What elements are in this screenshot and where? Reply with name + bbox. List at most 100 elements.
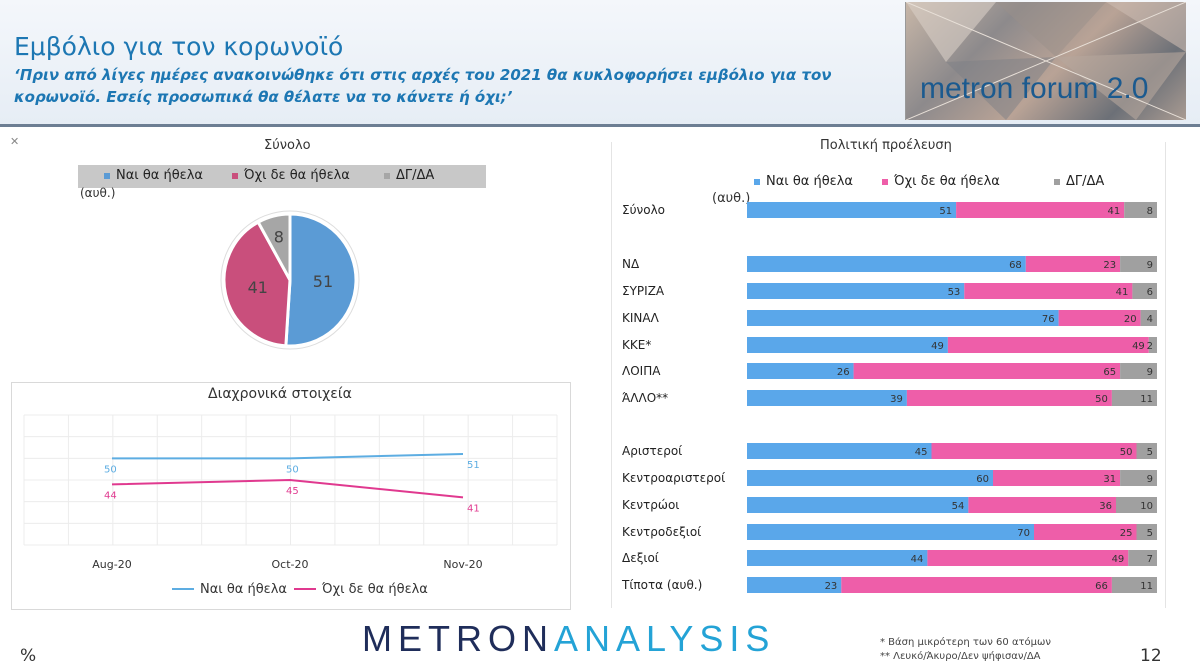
bar-value-label: 9 <box>1147 474 1153 485</box>
bar-value-label: 23 <box>825 581 838 592</box>
bar-segment-dk <box>1116 497 1157 513</box>
bar-category-label: Σύνολο <box>622 203 665 217</box>
line-series-no <box>111 478 464 499</box>
bar-segment-yes <box>747 577 842 593</box>
bar-legend-label-yes: Ναι θα ήθελα <box>766 174 853 189</box>
pie-chart: 51 41 8 <box>220 210 360 350</box>
line-legend-label-yes: Ναι θα ήθελα <box>200 582 287 597</box>
line-x-tick-label: Nov-20 <box>443 558 482 571</box>
bar-value-label: 6 <box>1147 287 1153 298</box>
legend-label-no: Όχι δε θα ήθελα <box>244 168 350 183</box>
bar-value-label: 70 <box>1017 528 1030 539</box>
bar-segment-no <box>927 550 1129 566</box>
pie-note: (αυθ.) <box>80 186 116 200</box>
legend-swatch-dk <box>384 172 390 179</box>
legend-swatch-no <box>232 172 238 179</box>
bar-segment-yes <box>747 202 957 218</box>
bar-segment-no <box>947 337 1149 353</box>
bar-category-label: Κεντρώοι <box>622 498 679 512</box>
bar-legend-dk: ΔΓ/ΔΑ <box>1054 174 1104 189</box>
bar-value-label: 9 <box>1147 260 1153 271</box>
bar-value-label: 49 <box>931 341 944 352</box>
bar-legend-label-dk: ΔΓ/ΔΑ <box>1066 174 1105 189</box>
bar-segment-no <box>1058 310 1141 326</box>
pie-value-label: 51 <box>313 272 333 291</box>
line-chart-title: Διαχρονικά στοιχεία <box>208 386 352 402</box>
bar-value-label: 49 <box>1132 341 1145 352</box>
footnote-other: ** Λευκό/Άκυρο/Δεν ψήφισαν/ΔΑ <box>880 651 1041 662</box>
bar-value-label: 39 <box>890 394 903 405</box>
legend-swatch-yes <box>104 172 110 179</box>
line-data-label: 51 <box>467 460 480 471</box>
pie-legend-no: Όχι δε θα ήθελα <box>232 168 350 183</box>
bar-segment-dk <box>1111 390 1157 406</box>
bar-segment-yes <box>747 443 932 459</box>
page-number: 12 <box>1140 646 1162 666</box>
bar-value-label: 5 <box>1147 528 1153 539</box>
bar-value-label: 60 <box>976 474 989 485</box>
bar-segment-dk <box>1111 577 1157 593</box>
bar-segment-no <box>968 497 1116 513</box>
pie-legend-bar <box>78 165 486 188</box>
bar-segment-yes <box>747 497 969 513</box>
bar-segment-yes <box>747 470 993 486</box>
bar-value-label: 9 <box>1147 367 1153 378</box>
bar-segment-dk <box>1128 550 1157 566</box>
bar-chart-title: Πολιτική προέλευση <box>820 138 952 153</box>
bar-segment-no <box>964 283 1133 299</box>
slide-subtitle: ‘Πριν από λίγες ημέρες ανακοινώθηκε ότι … <box>14 66 832 106</box>
bar-category-label: ΣΥΡΙΖΑ <box>622 284 665 298</box>
bar-segment-yes <box>747 256 1026 272</box>
bar-category-label: ΛΟΙΠΑ <box>622 364 661 378</box>
line-data-label: 50 <box>286 464 299 475</box>
bar-value-label: 7 <box>1147 554 1153 565</box>
line-data-label: 44 <box>104 490 117 501</box>
bar-value-label: 11 <box>1140 394 1153 405</box>
bar-value-label: 20 <box>1124 314 1137 325</box>
bar-value-label: 8 <box>1147 206 1153 217</box>
brand-part-analysis: ANALYSIS <box>554 618 776 659</box>
metron-forum-logo: metron forum 2.0 <box>905 2 1186 120</box>
logo-background-pattern <box>906 2 1186 120</box>
bar-segment-dk <box>1120 363 1157 379</box>
bar-value-label: 36 <box>1099 501 1112 512</box>
bar-value-label: 25 <box>1120 528 1133 539</box>
bar-segment-dk <box>1136 524 1157 540</box>
bar-value-label: 26 <box>837 367 850 378</box>
pie-slice-dk <box>256 212 292 281</box>
bar-value-label: 68 <box>1009 260 1022 271</box>
bar-value-label: 23 <box>1103 260 1116 271</box>
bar-category-label: Κεντροαριστεροί <box>622 471 725 485</box>
bar-segment-dk <box>1124 202 1157 218</box>
bar-segment-no <box>841 577 1112 593</box>
bar-value-label: 51 <box>939 206 952 217</box>
bar-segment-dk <box>1136 443 1157 459</box>
bar-value-label: 65 <box>1103 367 1116 378</box>
logo-text: metron forum 2.0 <box>920 72 1149 105</box>
bar-segment-dk <box>1120 256 1157 272</box>
bar-value-label: 41 <box>1107 206 1120 217</box>
bar-value-label: 50 <box>1095 394 1108 405</box>
bar-legend-swatch-dk <box>1054 178 1060 185</box>
bar-category-label: Αριστεροί <box>622 444 682 458</box>
bar-segment-dk <box>1120 470 1157 486</box>
bar-value-label: 10 <box>1140 501 1153 512</box>
percent-sign: % <box>20 646 37 666</box>
bar-segment-yes <box>747 363 854 379</box>
bar-segment-dk <box>1140 310 1157 326</box>
bar-segment-yes <box>747 550 928 566</box>
bar-segment-no <box>956 202 1125 218</box>
bar-value-label: 45 <box>915 447 928 458</box>
bar-segment-no <box>931 443 1137 459</box>
bar-category-label: ΚΙΝΑΛ <box>622 311 660 325</box>
bar-value-label: 54 <box>952 501 965 512</box>
line-legend-label-no: Όχι δε θα ήθελα <box>321 582 428 597</box>
bar-value-label: 66 <box>1095 581 1108 592</box>
metron-analysis-brand: METRONANALYSIS <box>362 618 775 660</box>
bar-category-label: Δεξιοί <box>622 551 659 565</box>
bar-value-label: 41 <box>1116 287 1129 298</box>
bar-legend-yes: Ναι θα ήθελα <box>754 174 853 189</box>
line-x-tick-label: Oct-20 <box>272 558 309 571</box>
bar-category-label: Τίποτα (αυθ.) <box>621 578 702 592</box>
pie-slice-yes <box>284 212 358 348</box>
